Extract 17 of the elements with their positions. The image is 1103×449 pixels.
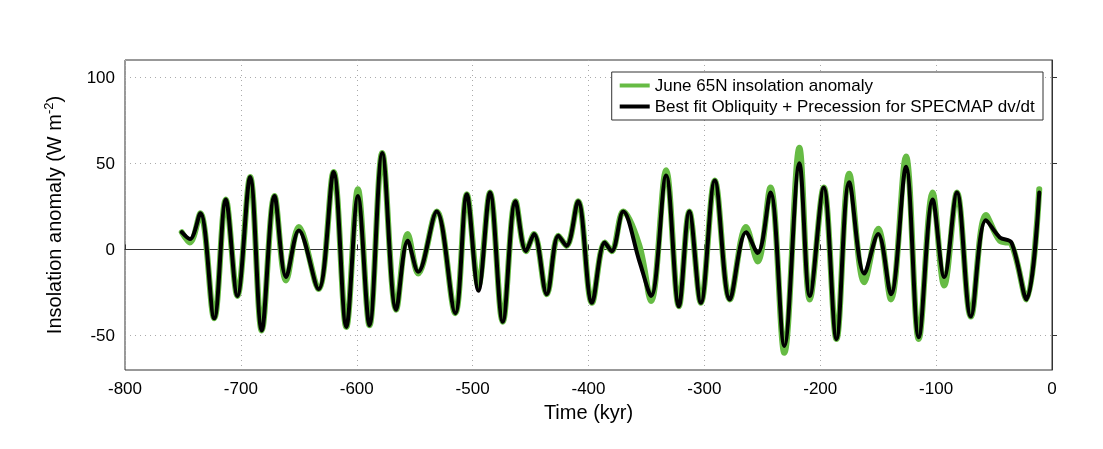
x-tick-label: -100 [919, 379, 954, 398]
x-tick-label: -500 [455, 379, 490, 398]
y-tick-label: 50 [96, 153, 115, 173]
y-tick-label: -50 [90, 326, 115, 346]
legend-label: Best fit Obliquity + Precession for SPECMAP dv/dt [654, 97, 1035, 116]
x-axis-title: Time (kyr) [543, 400, 634, 423]
x-tick-label: -800 [107, 379, 143, 398]
x-tick-label: -400 [571, 379, 606, 398]
x-tick-label: 0 [1047, 379, 1057, 398]
x-tick-label: -300 [687, 379, 722, 398]
x-tick-label: -200 [803, 379, 838, 398]
x-tick-label: -700 [223, 379, 258, 398]
x-tick-label: -600 [339, 379, 374, 398]
legend-label: June 65N insolation anomaly [654, 76, 874, 95]
y-tick-label: 0 [105, 239, 115, 259]
y-tick-label: 100 [86, 67, 115, 87]
y-axis-title: Insolation anomaly (W m-2) [41, 95, 65, 335]
